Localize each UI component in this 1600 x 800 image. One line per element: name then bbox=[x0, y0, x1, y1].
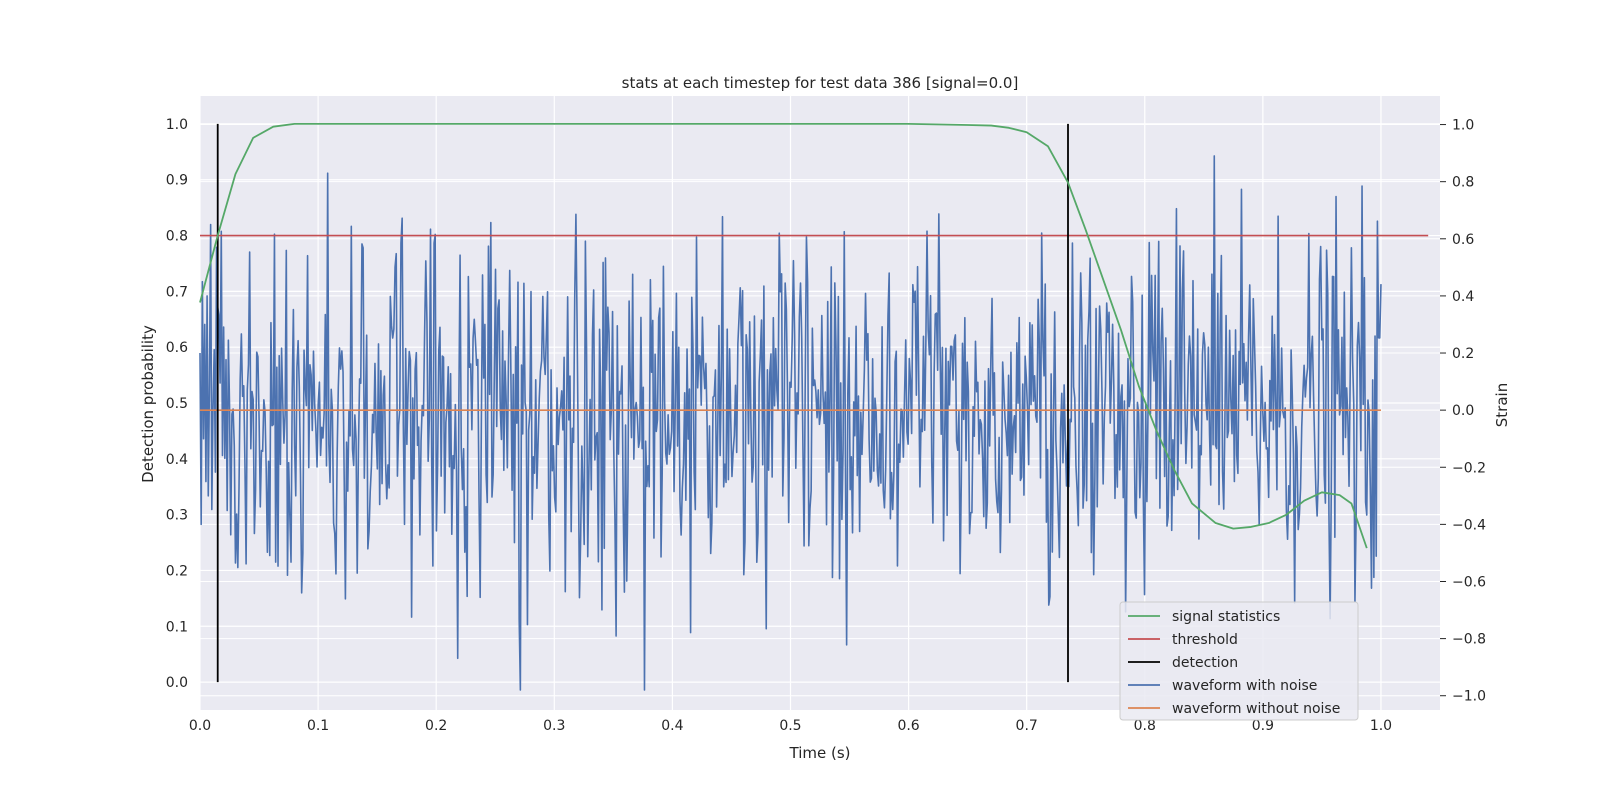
legend-label-clean: waveform without noise bbox=[1172, 701, 1340, 717]
legend-label-detection: detection bbox=[1172, 655, 1238, 671]
y-tick-label: 0.5 bbox=[166, 396, 188, 412]
y-tick-label: 0.3 bbox=[166, 508, 188, 524]
x-tick-label: 0.0 bbox=[189, 718, 211, 734]
y-tick-label: 0.1 bbox=[166, 619, 188, 635]
x-tick-label: 0.9 bbox=[1252, 718, 1274, 734]
x-tick-label: 0.2 bbox=[425, 718, 447, 734]
y2-tick-label: −1.0 bbox=[1452, 689, 1486, 705]
y-tick-label: 0.7 bbox=[166, 284, 188, 300]
y-tick-label: 0.8 bbox=[166, 229, 188, 245]
y2-axis-ticks: −1.0 −0.8 −0.6 −0.4 −0.2 0.0 0.2 0.4 0.6 0.8 1.0 bbox=[1440, 118, 1486, 705]
y-tick-label: 0.4 bbox=[166, 452, 188, 468]
x-tick-label: 0.4 bbox=[661, 718, 683, 734]
legend: signal statistics threshold detection wa… bbox=[1119, 601, 1359, 721]
y-axis-ticks: 0.0 0.1 0.2 0.3 0.4 0.5 0.6 0.7 0.8 0.9 1.0 bbox=[166, 117, 188, 691]
x-tick-label: 0.6 bbox=[897, 718, 919, 734]
x-tick-label: 0.1 bbox=[307, 718, 329, 734]
x-tick-label: 0.3 bbox=[543, 718, 565, 734]
legend-box bbox=[1119, 601, 1359, 721]
legend-label-threshold: threshold bbox=[1172, 632, 1238, 648]
x-axis-ticks: 0.0 0.1 0.2 0.3 0.4 0.5 0.6 0.7 0.8 0.9 1.0 bbox=[189, 718, 1392, 734]
y2-tick-label: 0.2 bbox=[1452, 346, 1474, 362]
x-tick-label: 0.7 bbox=[1016, 718, 1038, 734]
legend-label-signal: signal statistics bbox=[1172, 609, 1280, 625]
x-tick-label: 0.8 bbox=[1134, 718, 1156, 734]
y-tick-label: 1.0 bbox=[166, 117, 188, 133]
y-tick-label: 0.6 bbox=[166, 340, 188, 356]
y2-tick-label: −0.6 bbox=[1452, 574, 1486, 590]
legend-label-noisy: waveform with noise bbox=[1172, 678, 1317, 694]
y-axis-label: Detection probability bbox=[139, 325, 157, 483]
series-layer bbox=[199, 123, 1429, 691]
x-tick-label: 1.0 bbox=[1370, 718, 1392, 734]
y-tick-label: 0.0 bbox=[166, 675, 188, 691]
x-axis-label: Time (s) bbox=[789, 744, 851, 762]
y2-tick-label: 0.4 bbox=[1452, 289, 1474, 305]
x-tick-label: 0.5 bbox=[779, 718, 801, 734]
y-tick-label: 0.9 bbox=[166, 173, 188, 189]
y2-tick-label: 0.6 bbox=[1452, 232, 1474, 248]
y2-tick-label: 0.8 bbox=[1452, 175, 1474, 191]
series-signal-statistics bbox=[199, 123, 1368, 549]
series-waveform-with-noise bbox=[199, 155, 1382, 691]
y2-tick-label: −0.4 bbox=[1452, 517, 1486, 533]
y2-tick-label: −0.8 bbox=[1452, 632, 1486, 648]
y-tick-label: 0.2 bbox=[166, 563, 188, 579]
y2-tick-label: 0.0 bbox=[1452, 403, 1474, 419]
y2-tick-label: −0.2 bbox=[1452, 460, 1486, 476]
y2-axis-label: Strain bbox=[1493, 383, 1511, 427]
y2-tick-label: 1.0 bbox=[1452, 118, 1474, 134]
chart-title: stats at each timestep for test data 386… bbox=[622, 74, 1019, 92]
